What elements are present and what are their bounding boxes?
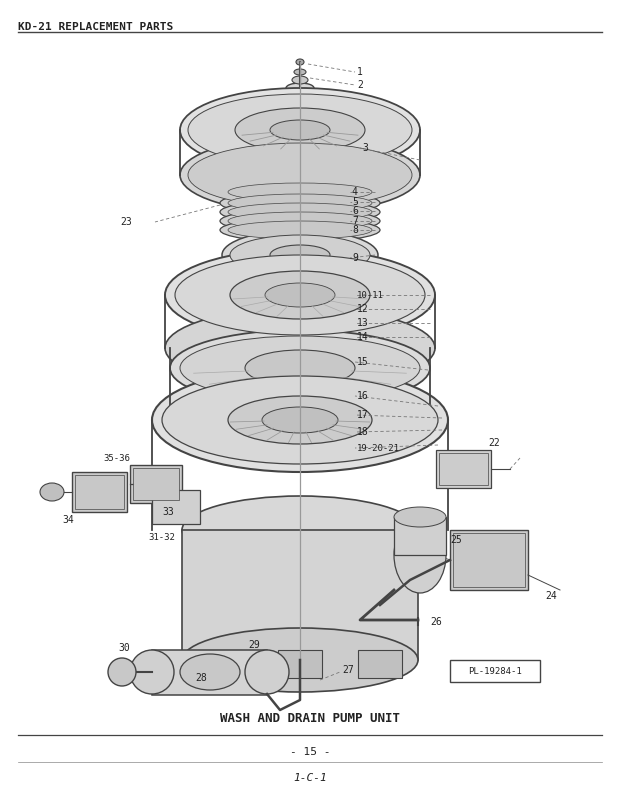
Ellipse shape	[180, 336, 420, 400]
Bar	[358, 650, 402, 678]
Text: 31-32: 31-32	[148, 533, 175, 542]
Bar	[453, 533, 525, 587]
Text: 1: 1	[357, 67, 363, 77]
Text: 9: 9	[352, 253, 358, 263]
Text: 2: 2	[357, 80, 363, 90]
Bar	[152, 650, 267, 695]
Text: 22: 22	[488, 438, 500, 448]
Ellipse shape	[228, 194, 372, 212]
Text: 25: 25	[450, 535, 462, 545]
Ellipse shape	[165, 308, 435, 388]
Text: - 15 -: - 15 -	[290, 747, 330, 757]
Ellipse shape	[40, 483, 64, 501]
Ellipse shape	[222, 230, 378, 280]
Ellipse shape	[270, 245, 330, 265]
Ellipse shape	[292, 76, 308, 84]
Bar	[130, 465, 182, 503]
Ellipse shape	[108, 658, 136, 686]
Ellipse shape	[270, 120, 330, 140]
Ellipse shape	[245, 350, 355, 386]
Bar	[278, 650, 322, 678]
Text: 23: 23	[120, 217, 131, 227]
Ellipse shape	[228, 396, 372, 444]
Text: 8: 8	[352, 225, 358, 235]
Ellipse shape	[165, 249, 435, 341]
Bar	[394, 517, 446, 555]
Ellipse shape	[162, 376, 438, 464]
Ellipse shape	[394, 517, 446, 593]
Ellipse shape	[220, 218, 380, 242]
Ellipse shape	[182, 628, 418, 692]
Bar	[436, 450, 491, 488]
Text: eReplacementParts.com: eReplacementParts.com	[216, 422, 404, 437]
Text: 4: 4	[352, 187, 358, 197]
Text: 24: 24	[545, 591, 557, 601]
Bar	[450, 660, 540, 682]
Text: 29: 29	[248, 640, 260, 650]
Ellipse shape	[296, 59, 304, 65]
Text: 5: 5	[352, 196, 358, 206]
Text: 1-C-1: 1-C-1	[293, 773, 327, 783]
Bar	[198, 650, 242, 678]
Ellipse shape	[152, 368, 448, 472]
Ellipse shape	[180, 88, 420, 172]
Text: 3: 3	[362, 143, 368, 153]
Text: KD-21 REPLACEMENT PARTS: KD-21 REPLACEMENT PARTS	[18, 22, 173, 32]
Text: 16: 16	[357, 391, 369, 401]
Text: 12: 12	[357, 304, 369, 314]
Ellipse shape	[228, 183, 372, 201]
Text: 6: 6	[352, 206, 358, 216]
Bar	[439, 453, 488, 485]
Ellipse shape	[230, 271, 370, 319]
Bar	[152, 490, 200, 524]
Ellipse shape	[265, 283, 335, 307]
Bar	[450, 530, 528, 590]
Text: PL-19284-1: PL-19284-1	[468, 667, 522, 675]
Ellipse shape	[230, 235, 370, 275]
Ellipse shape	[220, 191, 380, 215]
Text: 15: 15	[357, 357, 369, 367]
Ellipse shape	[245, 650, 289, 694]
Ellipse shape	[394, 507, 446, 527]
Ellipse shape	[175, 255, 425, 335]
Text: 17: 17	[357, 410, 369, 420]
Ellipse shape	[228, 203, 372, 221]
Ellipse shape	[228, 221, 372, 239]
Ellipse shape	[228, 212, 372, 230]
Text: 19-20-21: 19-20-21	[357, 444, 400, 452]
Ellipse shape	[262, 407, 338, 433]
Bar	[75, 475, 124, 509]
Ellipse shape	[182, 496, 418, 564]
Text: 14: 14	[357, 332, 369, 342]
Bar	[72, 472, 127, 512]
Ellipse shape	[286, 83, 314, 93]
Bar	[133, 468, 179, 500]
Text: 28: 28	[195, 673, 206, 683]
Ellipse shape	[180, 137, 420, 213]
Text: 34: 34	[62, 515, 74, 525]
Ellipse shape	[294, 69, 306, 75]
Text: 10-11: 10-11	[357, 291, 384, 299]
Text: 27: 27	[342, 665, 354, 675]
Text: 35-36: 35-36	[103, 454, 130, 463]
Text: 18: 18	[357, 427, 369, 437]
Ellipse shape	[220, 200, 380, 224]
Ellipse shape	[220, 209, 380, 233]
Ellipse shape	[170, 330, 430, 406]
Text: 26: 26	[430, 617, 441, 627]
Text: 7: 7	[352, 215, 358, 225]
Ellipse shape	[180, 654, 240, 690]
Text: 30: 30	[118, 643, 130, 653]
Text: WASH AND DRAIN PUMP UNIT: WASH AND DRAIN PUMP UNIT	[220, 712, 400, 724]
Ellipse shape	[188, 143, 412, 207]
Ellipse shape	[220, 180, 380, 204]
Ellipse shape	[130, 650, 174, 694]
Ellipse shape	[188, 94, 412, 166]
Bar	[182, 530, 418, 660]
Ellipse shape	[235, 108, 365, 152]
Text: 13: 13	[357, 318, 369, 328]
Text: 33: 33	[162, 507, 174, 517]
